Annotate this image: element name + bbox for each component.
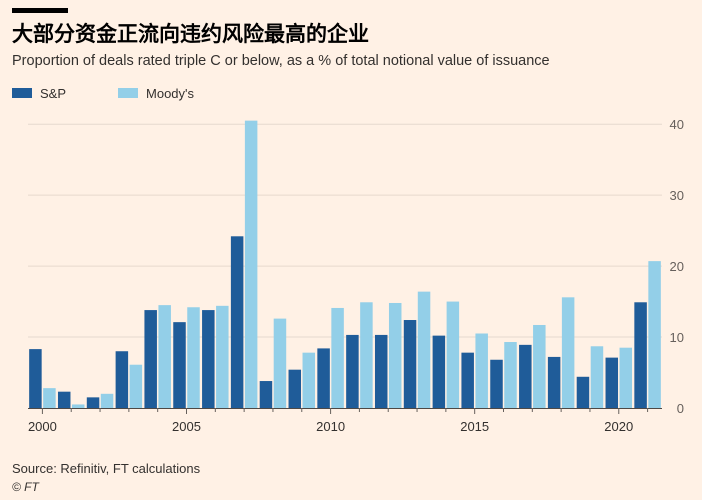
y-tick-label-20: 20	[670, 259, 684, 274]
bar-sp-2017	[519, 344, 532, 408]
bar-sp-2014	[432, 335, 446, 408]
bar-moodys-2020	[619, 347, 633, 408]
bar-sp-2020	[605, 357, 619, 408]
legend-swatch-moodys	[118, 88, 139, 98]
chart-subtitle: Proportion of deals rated triple C or be…	[12, 53, 550, 69]
bar-moodys-2008	[273, 318, 287, 408]
bar-moodys-2003	[129, 364, 143, 408]
x-tick-label-2005: 2005	[172, 419, 201, 434]
bar-moodys-2012	[388, 302, 402, 408]
bar-sp-2010	[317, 348, 330, 408]
bar-sp-2000	[29, 349, 42, 408]
bar-moodys-2002	[100, 393, 114, 408]
brand-bar	[12, 8, 68, 13]
bar-sp-2019	[576, 376, 590, 408]
bar-moodys-2000	[43, 388, 56, 408]
bar-sp-2006	[202, 310, 215, 408]
bar-moodys-2001	[71, 404, 85, 408]
x-tick-label-2000: 2000	[28, 419, 57, 434]
legend-item-moodys: Moody's	[118, 86, 194, 101]
bar-sp-2009	[288, 369, 302, 408]
bar-moodys-2019	[590, 346, 604, 408]
bar-moodys-2017	[533, 324, 546, 408]
bar-moodys-2006	[216, 305, 229, 408]
bar-moodys-2004	[158, 305, 171, 408]
bar-sp-2016	[490, 359, 503, 408]
bar-sp-2008	[259, 381, 273, 408]
chart-title: 大部分资金正流向违约风险最高的企业	[12, 22, 369, 46]
bar-sp-2011	[346, 334, 359, 408]
y-tick-label-10: 10	[670, 330, 684, 345]
bar-moodys-2005	[187, 307, 200, 408]
source-note: Source: Refinitiv, FT calculations	[12, 461, 201, 476]
bar-moodys-2010	[331, 307, 344, 408]
bar-sp-2012	[374, 334, 388, 408]
x-tick-label-2020: 2020	[604, 419, 633, 434]
y-tick-label-40: 40	[670, 117, 684, 132]
bar-sp-2004	[144, 310, 157, 408]
bar-sp-2021	[634, 302, 647, 408]
bar-sp-2002	[86, 397, 100, 408]
x-tick-label-2010: 2010	[316, 419, 345, 434]
legend: S&P Moody's	[12, 85, 246, 101]
bar-chart: 0 10 20 30 40 2000 2005 2010 2015 2020	[28, 117, 684, 434]
bar-moodys-2018	[561, 297, 575, 408]
y-tick-label-0: 0	[677, 401, 684, 416]
copyright-credit: © FT	[12, 480, 39, 494]
bar-moodys-2009	[302, 352, 316, 408]
bar-moodys-2021	[648, 261, 661, 408]
bar-sp-2001	[57, 391, 71, 408]
bar-moodys-2011	[360, 302, 373, 408]
legend-label-moodys: Moody's	[146, 85, 195, 101]
bar-moodys-2007	[244, 120, 258, 409]
bar-moodys-2015	[475, 333, 488, 408]
legend-swatch-sp	[12, 88, 32, 98]
bar-sp-2005	[173, 322, 186, 408]
bar-sp-2003	[115, 351, 129, 408]
x-tick-label-2015: 2015	[460, 419, 489, 434]
bar-moodys-2013	[417, 291, 431, 408]
bar-sp-2018	[547, 356, 561, 408]
bar-moodys-2016	[504, 342, 517, 408]
bar-sp-2015	[461, 352, 474, 408]
bar-sp-2013	[403, 320, 417, 408]
bar-sp-2007	[230, 236, 244, 408]
legend-item-sp: S&P	[12, 86, 66, 101]
bar-moodys-2014	[446, 301, 460, 408]
y-tick-label-30: 30	[670, 188, 684, 203]
legend-label-sp: S&P	[40, 85, 67, 101]
